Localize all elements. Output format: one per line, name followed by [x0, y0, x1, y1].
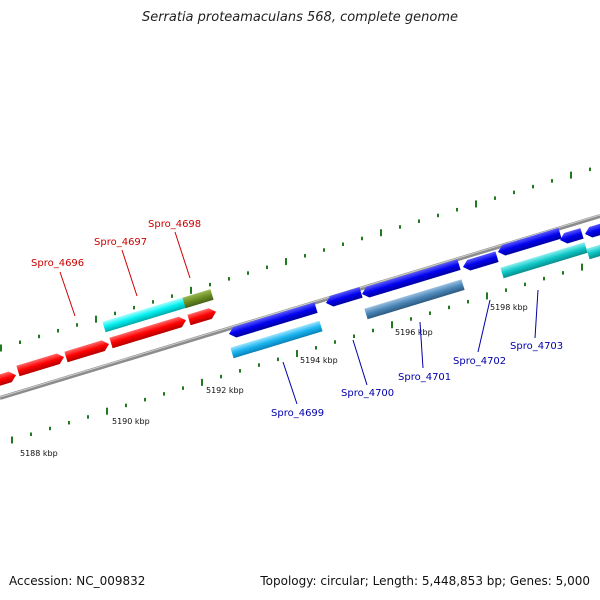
- leader-spro-4696: [59, 271, 76, 317]
- tick-label-5194: 5194 kbp: [300, 356, 338, 365]
- gene-box-cyan: [102, 297, 186, 333]
- gene-arrow-red-5: [187, 308, 217, 326]
- gene-arrow-red-2: [16, 353, 65, 377]
- gene-box-olive: [182, 289, 214, 309]
- gene-box-teal: [500, 242, 588, 279]
- gene-arrow-blue-7: [585, 222, 600, 238]
- leader-spro-4701: [419, 321, 424, 369]
- leader-spro-4700: [352, 339, 368, 386]
- tick-label-5192: 5192 kbp: [206, 386, 244, 395]
- map-title: Serratia proteamaculans 568, complete ge…: [141, 10, 459, 25]
- lower-tick-row: [11, 263, 583, 444]
- gene-arrow-red-1: [0, 371, 16, 389]
- tick-label-5188: 5188 kbp: [20, 449, 58, 458]
- gene-arrow-blue-3: [362, 259, 461, 298]
- gene-box-teal-2: [586, 243, 600, 260]
- gene-features: [0, 222, 600, 389]
- gene-arrow-red-4: [109, 316, 187, 349]
- gene-label-spro-4699: Spro_4699: [271, 408, 324, 419]
- leader-spro-4703: [534, 289, 539, 339]
- gene-arrow-blue-6: [560, 228, 584, 244]
- accession-text: Accession: NC_009832: [9, 574, 146, 588]
- backbone-highlight: [0, 214, 600, 398]
- gene-arrow-blue-1: [229, 302, 318, 338]
- leader-spro-4698: [174, 231, 191, 279]
- gene-label-spro-4700: Spro_4700: [341, 388, 394, 399]
- gene-arrow-blue-2: [326, 287, 363, 307]
- tick-label-5196: 5196 kbp: [395, 328, 433, 337]
- gene-arrow-blue-4: [463, 251, 499, 271]
- gene-label-spro-4703: Spro_4703: [510, 341, 563, 352]
- leader-spro-4697: [121, 249, 138, 297]
- gene-arrow-red-3: [64, 340, 110, 363]
- upper-tick-row: [0, 167, 591, 352]
- gene-label-spro-4698: Spro_4698: [148, 219, 201, 230]
- gene-arrow-blue-5: [498, 227, 562, 256]
- genome-summary-text: Topology: circular; Length: 5,448,853 bp…: [260, 574, 590, 588]
- gene-label-spro-4702: Spro_4702: [453, 356, 506, 367]
- gene-box-sky: [230, 320, 323, 359]
- leader-spro-4702: [477, 299, 491, 353]
- tick-label-5198: 5198 kbp: [490, 303, 528, 312]
- gene-label-spro-4701: Spro_4701: [398, 372, 451, 383]
- gene-label-spro-4697: Spro_4697: [94, 237, 147, 248]
- tick-label-5190: 5190 kbp: [112, 417, 150, 426]
- gene-label-spro-4696: Spro_4696: [31, 258, 84, 269]
- gene-box-steel: [364, 279, 465, 320]
- leader-spro-4699: [282, 361, 298, 405]
